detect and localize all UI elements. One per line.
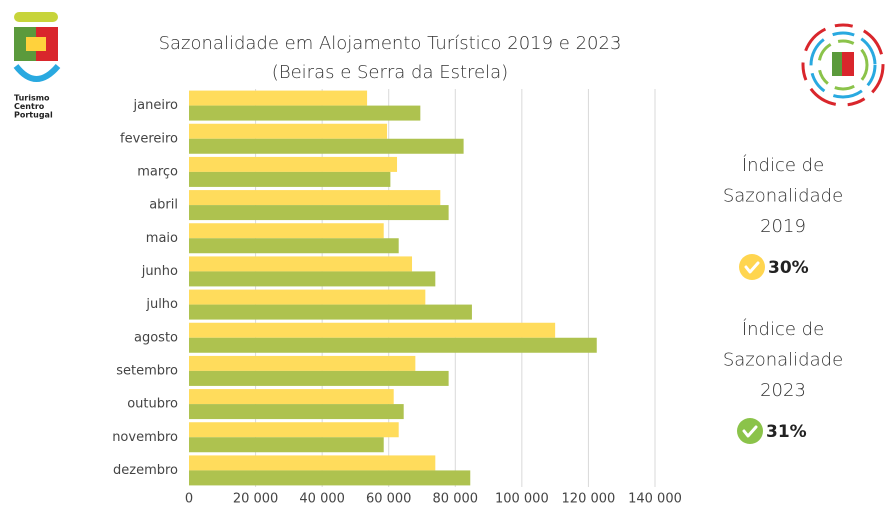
bar xyxy=(189,337,597,353)
logo-shape xyxy=(14,12,58,22)
bar xyxy=(189,156,398,172)
y-tick-label: julho xyxy=(145,297,178,312)
bar xyxy=(189,123,388,139)
y-tick-label: agosto xyxy=(134,330,178,345)
bar xyxy=(189,322,556,338)
bar xyxy=(189,138,464,154)
bar xyxy=(189,437,384,453)
logo-left xyxy=(13,12,61,82)
bar xyxy=(189,470,471,486)
check-icon xyxy=(739,254,765,280)
bar xyxy=(189,389,394,405)
logo-shape xyxy=(832,52,842,76)
side-value: 31% xyxy=(766,422,807,442)
logo-ring xyxy=(817,39,869,91)
y-tick-label: dezembro xyxy=(113,463,178,478)
check-icon xyxy=(744,261,760,274)
bar xyxy=(189,171,391,187)
logo-text: Portugal xyxy=(14,111,53,120)
side-label: 2019 xyxy=(760,216,806,237)
logo-text: Turismo xyxy=(14,94,50,103)
logo-right xyxy=(801,23,885,107)
bar xyxy=(189,355,416,371)
side-label: 2023 xyxy=(760,380,806,401)
bar xyxy=(189,304,472,320)
side-label: Índice de xyxy=(742,154,824,176)
x-tick-label: 100 000 xyxy=(495,492,549,506)
chart-subtitle: (Beiras e Serra da Estrela) xyxy=(272,62,508,83)
x-tick-label: 20 000 xyxy=(233,492,279,506)
y-tick-label: fevereiro xyxy=(120,131,178,146)
logo-shape xyxy=(26,37,46,51)
x-tick-label: 0 xyxy=(185,492,193,506)
x-tick-label: 80 000 xyxy=(433,492,479,506)
logo-shape xyxy=(36,27,58,61)
check-icon xyxy=(742,425,758,438)
y-tick-label: abril xyxy=(149,198,178,213)
side-label: Sazonalidade xyxy=(723,186,843,207)
x-tick-label: 140 000 xyxy=(628,492,682,506)
x-tick-label: 60 000 xyxy=(366,492,412,506)
logo-ring xyxy=(809,31,877,99)
side-value: 30% xyxy=(768,258,809,278)
bar xyxy=(189,90,368,106)
side-label: Sazonalidade xyxy=(723,350,843,371)
bar xyxy=(189,223,384,239)
bar xyxy=(189,256,413,272)
y-tick-label: novembro xyxy=(112,430,178,445)
y-tick-label: janeiro xyxy=(133,98,178,113)
bar xyxy=(189,455,436,471)
bar xyxy=(189,289,426,305)
side-label: Índice de xyxy=(742,318,824,340)
y-tick-label: março xyxy=(137,164,178,179)
y-tick-label: setembro xyxy=(116,363,178,378)
bar xyxy=(189,105,421,121)
chart-title: Sazonalidade em Alojamento Turístico 201… xyxy=(159,33,622,54)
bar xyxy=(189,190,441,206)
bar xyxy=(189,238,399,254)
y-tick-label: maio xyxy=(146,231,178,246)
y-tick-label: outubro xyxy=(127,397,178,412)
check-icon xyxy=(737,418,763,444)
logo-ring xyxy=(801,23,885,107)
bar xyxy=(189,370,449,386)
bar xyxy=(189,404,404,420)
y-tick-label: junho xyxy=(141,264,178,279)
logo-text: Centro xyxy=(14,102,45,111)
bar xyxy=(189,205,449,221)
grid xyxy=(255,89,656,487)
x-tick-label: 120 000 xyxy=(562,492,616,506)
x-tick-label: 40 000 xyxy=(299,492,345,506)
logo-shape xyxy=(13,63,61,82)
bar xyxy=(189,422,399,438)
bar xyxy=(189,271,436,287)
